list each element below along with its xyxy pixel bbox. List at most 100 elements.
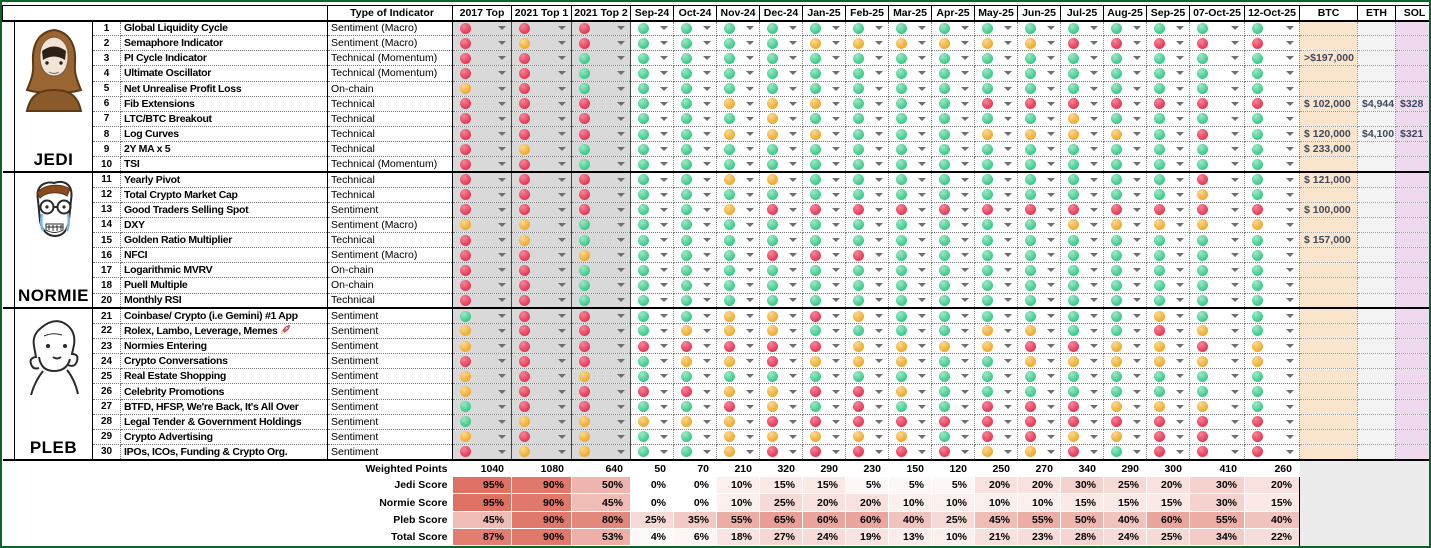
dot-cell[interactable] xyxy=(931,247,975,264)
dot-cell[interactable] xyxy=(931,414,975,430)
dot-cell[interactable] xyxy=(802,247,846,264)
dropdown-arrow-icon[interactable] xyxy=(1090,344,1098,349)
dropdown-arrow-icon[interactable] xyxy=(746,374,754,379)
dot-cell[interactable] xyxy=(888,50,932,67)
dot-cell[interactable] xyxy=(931,353,975,370)
dropdown-arrow-icon[interactable] xyxy=(1090,238,1098,243)
dot-cell[interactable] xyxy=(673,202,717,218)
dot-cell[interactable] xyxy=(1017,368,1061,385)
dropdown-arrow-icon[interactable] xyxy=(1047,359,1055,364)
dropdown-arrow-icon[interactable] xyxy=(961,449,969,454)
dot-cell[interactable] xyxy=(1060,65,1104,82)
dropdown-arrow-icon[interactable] xyxy=(558,222,566,227)
dot-cell[interactable] xyxy=(673,126,717,143)
dot-cell[interactable] xyxy=(802,111,846,127)
dropdown-arrow-icon[interactable] xyxy=(961,253,969,258)
dot-cell[interactable] xyxy=(888,414,932,430)
dropdown-arrow-icon[interactable] xyxy=(746,419,754,424)
dot-cell[interactable] xyxy=(1189,277,1245,294)
dot-cell[interactable] xyxy=(716,232,760,249)
dropdown-arrow-icon[interactable] xyxy=(746,207,754,212)
dot-cell[interactable] xyxy=(1103,247,1147,264)
dropdown-arrow-icon[interactable] xyxy=(1047,419,1055,424)
dot-cell[interactable] xyxy=(1146,338,1190,355)
dropdown-arrow-icon[interactable] xyxy=(832,314,840,319)
dropdown-arrow-icon[interactable] xyxy=(875,41,883,46)
dropdown-arrow-icon[interactable] xyxy=(1286,419,1294,424)
dropdown-arrow-icon[interactable] xyxy=(746,101,754,106)
dot-cell[interactable] xyxy=(452,232,512,249)
dropdown-arrow-icon[interactable] xyxy=(1286,86,1294,91)
dropdown-arrow-icon[interactable] xyxy=(1231,268,1239,273)
dropdown-arrow-icon[interactable] xyxy=(746,116,754,121)
dot-cell[interactable] xyxy=(974,171,1018,188)
dropdown-arrow-icon[interactable] xyxy=(558,328,566,333)
dropdown-arrow-icon[interactable] xyxy=(875,192,883,197)
dropdown-arrow-icon[interactable] xyxy=(558,86,566,91)
dot-cell[interactable] xyxy=(802,141,846,158)
dropdown-arrow-icon[interactable] xyxy=(875,132,883,137)
dropdown-arrow-icon[interactable] xyxy=(1286,359,1294,364)
dot-cell[interactable] xyxy=(716,50,760,67)
dropdown-arrow-icon[interactable] xyxy=(832,207,840,212)
dot-cell[interactable] xyxy=(931,217,975,234)
dropdown-arrow-icon[interactable] xyxy=(1286,389,1294,394)
dot-cell[interactable] xyxy=(802,323,846,340)
dot-cell[interactable] xyxy=(571,323,631,340)
dot-cell[interactable] xyxy=(974,156,1018,173)
dropdown-arrow-icon[interactable] xyxy=(558,132,566,137)
dot-cell[interactable] xyxy=(931,429,975,446)
dropdown-arrow-icon[interactable] xyxy=(1231,71,1239,76)
dot-cell[interactable] xyxy=(716,414,760,430)
dropdown-arrow-icon[interactable] xyxy=(746,314,754,319)
dropdown-arrow-icon[interactable] xyxy=(746,56,754,61)
dropdown-arrow-icon[interactable] xyxy=(918,162,926,167)
dot-cell[interactable] xyxy=(571,338,631,355)
dot-cell[interactable] xyxy=(716,262,760,279)
dropdown-arrow-icon[interactable] xyxy=(961,192,969,197)
dropdown-arrow-icon[interactable] xyxy=(1004,26,1012,31)
dot-cell[interactable] xyxy=(845,50,889,67)
dropdown-arrow-icon[interactable] xyxy=(1047,41,1055,46)
dropdown-arrow-icon[interactable] xyxy=(1286,449,1294,454)
dot-cell[interactable] xyxy=(1017,277,1061,294)
dropdown-arrow-icon[interactable] xyxy=(1231,101,1239,106)
dot-cell[interactable] xyxy=(716,126,760,143)
dropdown-arrow-icon[interactable] xyxy=(1231,132,1239,137)
dot-cell[interactable] xyxy=(452,353,512,370)
dot-cell[interactable] xyxy=(802,202,846,218)
dropdown-arrow-icon[interactable] xyxy=(1286,268,1294,273)
dot-cell[interactable] xyxy=(759,35,803,52)
dot-cell[interactable] xyxy=(511,247,572,264)
dot-cell[interactable] xyxy=(1146,126,1190,143)
dot-cell[interactable] xyxy=(974,65,1018,82)
dot-cell[interactable] xyxy=(1146,141,1190,158)
dot-cell[interactable] xyxy=(511,187,572,203)
dot-cell[interactable] xyxy=(452,368,512,385)
dropdown-arrow-icon[interactable] xyxy=(832,374,840,379)
dot-cell[interactable] xyxy=(802,429,846,446)
dot-cell[interactable] xyxy=(802,414,846,430)
dropdown-arrow-icon[interactable] xyxy=(1004,449,1012,454)
dot-cell[interactable] xyxy=(888,293,932,310)
dropdown-arrow-icon[interactable] xyxy=(1176,101,1184,106)
dropdown-arrow-icon[interactable] xyxy=(1286,344,1294,349)
dot-cell[interactable] xyxy=(1189,50,1245,67)
dropdown-arrow-icon[interactable] xyxy=(1286,238,1294,243)
dropdown-arrow-icon[interactable] xyxy=(832,116,840,121)
dot-cell[interactable] xyxy=(1017,81,1061,97)
dropdown-arrow-icon[interactable] xyxy=(1047,162,1055,167)
dot-cell[interactable] xyxy=(931,202,975,218)
dropdown-arrow-icon[interactable] xyxy=(660,314,668,319)
dot-cell[interactable] xyxy=(1060,414,1104,430)
dot-cell[interactable] xyxy=(716,96,760,112)
dropdown-arrow-icon[interactable] xyxy=(918,86,926,91)
dot-cell[interactable] xyxy=(1146,202,1190,218)
dropdown-arrow-icon[interactable] xyxy=(875,328,883,333)
dropdown-arrow-icon[interactable] xyxy=(558,359,566,364)
dot-cell[interactable] xyxy=(1103,187,1147,203)
dropdown-arrow-icon[interactable] xyxy=(1286,177,1294,182)
dot-cell[interactable] xyxy=(1244,202,1300,218)
dot-cell[interactable] xyxy=(1103,126,1147,143)
dropdown-arrow-icon[interactable] xyxy=(617,253,625,258)
